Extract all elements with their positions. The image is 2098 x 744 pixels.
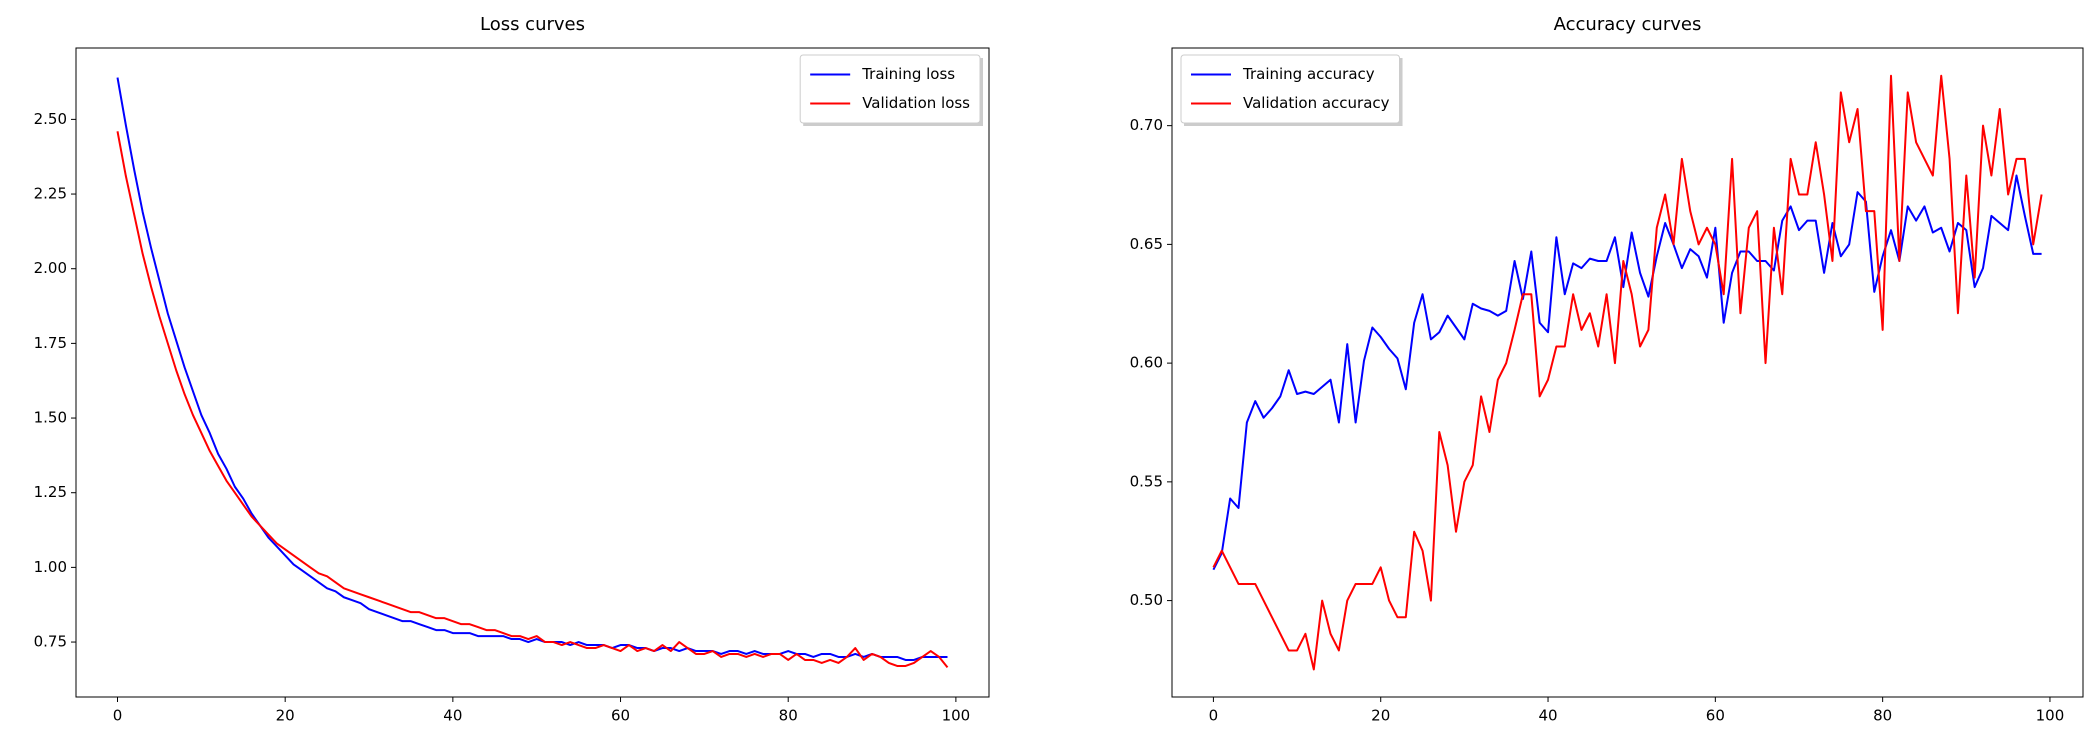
y-tick-label: 0.75 (34, 633, 67, 651)
chart-title: Accuracy curves (1554, 14, 1702, 35)
series-line (1212, 174, 2042, 571)
legend-label: Training loss (861, 65, 955, 83)
x-tick-label: 80 (779, 707, 798, 725)
y-tick-label: 1.50 (34, 409, 67, 427)
legend-label: Validation accuracy (1243, 94, 1390, 112)
y-tick-label: 2.50 (34, 110, 67, 128)
y-tick-label: 1.00 (34, 558, 67, 576)
legend: Training accuracy Validation accuracy (1180, 54, 1403, 126)
y-tick-label: 1.75 (34, 334, 67, 352)
y-tick-label: 1.25 (34, 483, 67, 501)
legend-frame (799, 54, 981, 124)
x-tick-label: 100 (942, 707, 971, 725)
y-tick-label: 0.60 (1130, 354, 1163, 372)
y-tick-label: 0.55 (1130, 472, 1163, 490)
y-tick-label: 0.70 (1130, 116, 1163, 134)
x-tick-label: 80 (1873, 707, 1892, 725)
axes-frame (1171, 47, 2084, 698)
legend-label: Validation loss (862, 94, 970, 112)
chart-title: Loss curves (480, 14, 585, 35)
x-tick-label: 100 (2036, 707, 2065, 725)
y-tick-label: 0.50 (1130, 591, 1163, 609)
y-tick-label: 2.00 (34, 259, 67, 277)
axes: Loss curves 0 20 40 60 80 100 0.75 1.00 1.25 1.50 1… (34, 14, 990, 725)
x-tick-label: 60 (1706, 707, 1725, 725)
legend-label: Training accuracy (1242, 65, 1375, 83)
series-line (116, 131, 949, 669)
legend: Training loss Validation loss (799, 54, 983, 126)
x-tick-label: 20 (276, 707, 295, 725)
x-tick-label: 20 (1371, 707, 1390, 725)
y-tick-label: 2.25 (34, 185, 67, 203)
x-tick-label: 60 (611, 707, 630, 725)
axes-frame (75, 47, 990, 698)
axes: Accuracy curves 0 20 40 60 80 100 0.50 0.55 0.60 0… (1130, 14, 2084, 725)
series-line (1212, 74, 2043, 671)
x-tick-label: 0 (113, 707, 123, 725)
x-tick-label: 40 (443, 707, 462, 725)
x-tick-label: 40 (1538, 707, 1557, 725)
y-tick-label: 0.65 (1130, 235, 1163, 253)
series-line (116, 77, 948, 661)
x-tick-label: 0 (1209, 707, 1219, 725)
legend-frame (1180, 54, 1401, 124)
